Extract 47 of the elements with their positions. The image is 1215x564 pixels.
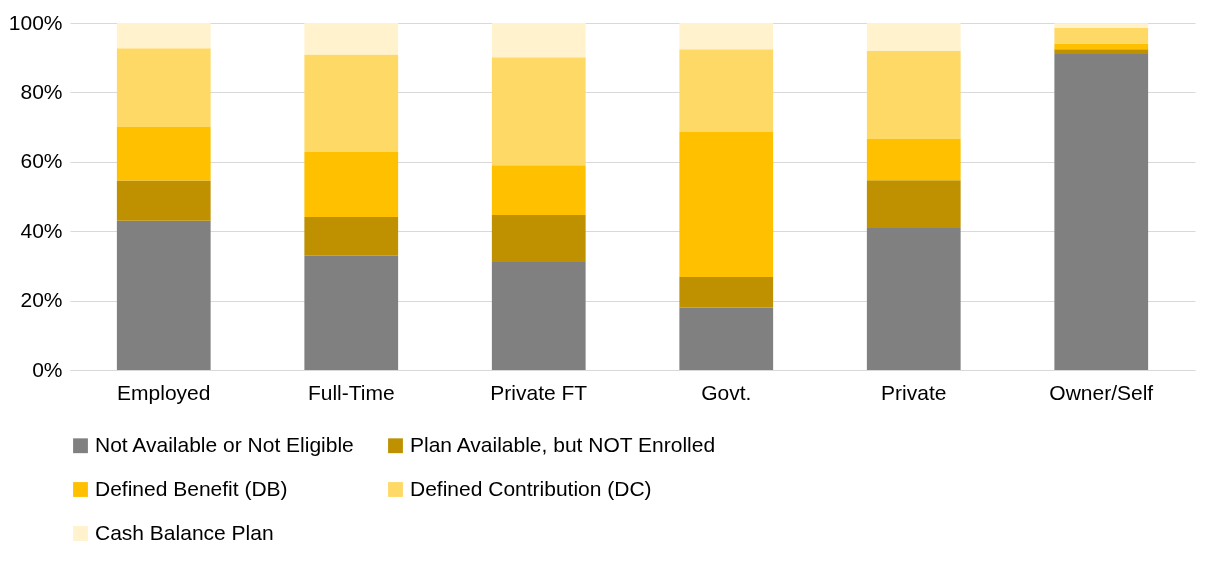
bar <box>304 216 399 256</box>
bar <box>116 220 211 370</box>
bar <box>679 131 774 277</box>
x-tick-label: Govt. <box>701 380 752 404</box>
bar <box>304 255 399 370</box>
bar <box>866 23 961 52</box>
legend-label: Not Available or Not Eligible <box>95 432 354 456</box>
bar <box>1054 27 1149 44</box>
bar <box>304 23 399 55</box>
bar <box>491 165 586 215</box>
bar <box>679 307 774 370</box>
bar <box>116 48 211 128</box>
y-tick-label: 20% <box>20 288 63 312</box>
x-tick-label: Owner/Self <box>1049 380 1154 404</box>
bar <box>866 180 961 229</box>
y-tick-label: 60% <box>20 149 63 173</box>
bar <box>1054 49 1149 54</box>
bar <box>866 228 961 370</box>
bar <box>491 262 586 370</box>
legend-label: Defined Benefit (DB) <box>95 476 288 500</box>
y-tick-label: 100% <box>8 10 63 34</box>
legend-label: Plan Available, but NOT Enrolled <box>410 432 716 456</box>
bar <box>1054 23 1149 28</box>
bar <box>1054 43 1149 50</box>
bar <box>679 277 774 308</box>
x-tick-label: Full-Time <box>307 380 395 404</box>
y-tick-label: 40% <box>20 218 63 242</box>
bar <box>866 138 961 181</box>
x-tick-label: Private <box>881 380 947 404</box>
y-tick-label: 0% <box>32 357 63 381</box>
legend-label: Defined Contribution (DC) <box>410 476 652 500</box>
bar <box>116 23 211 49</box>
bar <box>679 49 774 132</box>
bar <box>679 23 774 50</box>
bar <box>304 54 399 153</box>
bar <box>491 57 586 166</box>
bar <box>116 127 211 181</box>
x-tick-label: Employed <box>117 380 211 404</box>
bar <box>491 23 586 58</box>
bar <box>866 51 961 139</box>
bar <box>1054 53 1149 370</box>
bar <box>491 214 586 263</box>
x-tick-label: Private FT <box>490 380 588 404</box>
bar <box>304 152 399 217</box>
legend-label: Cash Balance Plan <box>95 520 274 544</box>
bar <box>116 180 211 221</box>
y-tick-label: 80% <box>20 79 63 103</box>
